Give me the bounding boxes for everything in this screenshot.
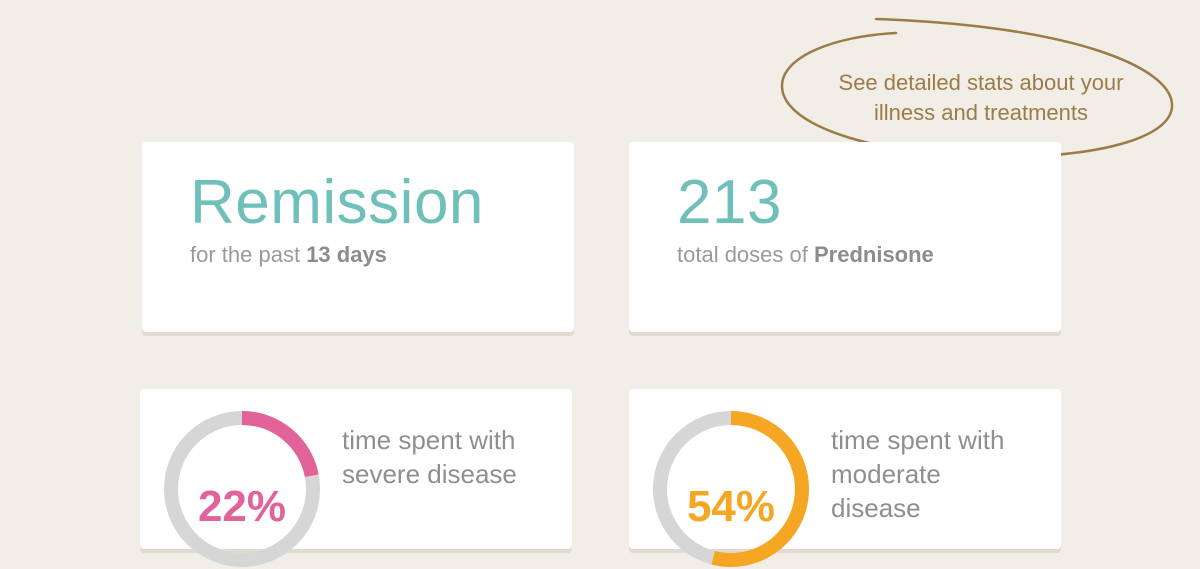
moderate-percent: 54%	[686, 482, 776, 531]
medication-name: Prednisone	[813, 242, 934, 267]
dose-prefix: total doses of	[677, 242, 814, 267]
callout-line-1: See detailed stats about your	[838, 70, 1124, 95]
moderate-disease-card: 54% time spent with moderate disease	[629, 389, 1061, 567]
severe-progress-ring: 22%	[162, 409, 322, 569]
severe-description: time spent with severe disease	[342, 423, 562, 491]
remission-card: Remission for the past 13 days	[142, 142, 574, 332]
ring-progress-arc	[164, 411, 320, 567]
moderate-desc-line-3: disease	[831, 493, 921, 523]
moderate-progress-ring: 54%	[651, 409, 811, 569]
remission-prefix: for the past	[190, 242, 307, 267]
stats-callout[interactable]: See detailed stats about your illness an…	[776, 16, 1180, 166]
severe-disease-card: 22% time spent with severe disease	[140, 389, 572, 567]
moderate-desc-line-2: moderate	[831, 459, 941, 489]
severe-desc-line-2: severe disease	[342, 459, 517, 489]
dose-description: total doses of Prednisone	[677, 242, 934, 268]
severe-percent: 22%	[197, 482, 287, 531]
moderate-description: time spent with moderate disease	[831, 423, 1051, 525]
remission-duration: for the past 13 days	[190, 242, 387, 268]
dose-count: 213	[677, 168, 782, 237]
severe-desc-line-1: time spent with	[342, 425, 516, 455]
remission-days: 13 days	[306, 242, 387, 267]
callout-line-2: illness and treatments	[874, 100, 1088, 125]
doses-card: 213 total doses of Prednisone	[629, 142, 1061, 332]
moderate-desc-line-1: time spent with	[831, 425, 1005, 455]
remission-status: Remission	[190, 168, 484, 237]
callout-text: See detailed stats about your illness an…	[796, 68, 1166, 128]
